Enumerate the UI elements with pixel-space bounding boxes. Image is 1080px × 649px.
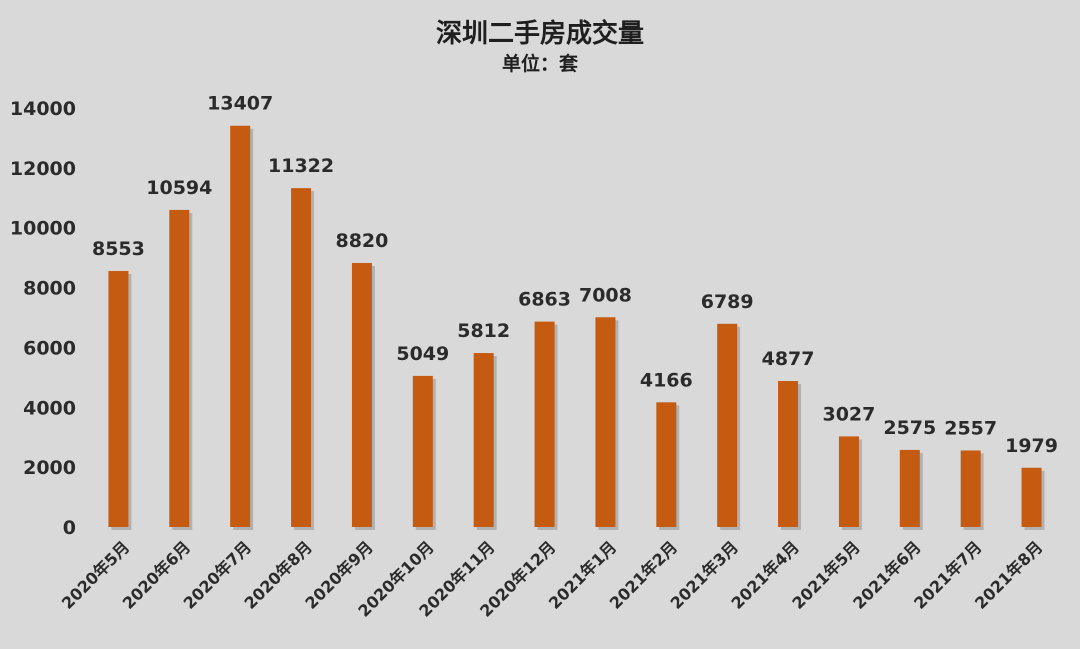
data-label: 6863	[518, 289, 571, 311]
y-axis: 0 2000 4000 6000 8000 10000 12000 14000	[10, 98, 76, 539]
data-label: 5812	[457, 320, 510, 342]
bar	[169, 209, 190, 528]
y-tick-label: 0	[63, 517, 76, 539]
data-label: 3027	[822, 403, 875, 425]
bar	[473, 353, 494, 527]
chart-title: 深圳二手房成交量	[436, 18, 644, 49]
y-tick-label: 4000	[23, 397, 76, 419]
bar	[838, 436, 859, 527]
data-label: 8553	[92, 238, 145, 260]
data-label: 4877	[762, 348, 815, 370]
data-label: 4166	[640, 369, 693, 391]
data-label: 11322	[268, 155, 334, 177]
chart-subtitle: 单位：套	[502, 52, 579, 75]
data-label: 8820	[335, 230, 388, 252]
y-tick-label: 6000	[23, 337, 76, 359]
y-tick-label: 10000	[10, 218, 76, 240]
bar	[717, 323, 738, 527]
y-tick-label: 8000	[23, 278, 76, 300]
data-label: 5049	[396, 343, 449, 365]
data-label: 13407	[207, 93, 273, 115]
data-label: 1979	[1005, 435, 1058, 457]
bar	[899, 449, 920, 527]
bar	[351, 263, 372, 527]
bar	[778, 381, 799, 527]
bar	[960, 450, 981, 527]
y-tick-label: 2000	[23, 457, 76, 479]
bar-series	[108, 125, 1045, 531]
bar	[412, 375, 433, 527]
bar	[108, 271, 129, 527]
bar	[1021, 467, 1042, 527]
bar	[534, 321, 555, 527]
data-labels: 8553 10594 13407 11322 8820 5049 5812 6863 7008 4…	[92, 93, 1058, 457]
data-label: 6789	[701, 291, 754, 313]
data-label: 10594	[146, 177, 212, 199]
data-label: 2557	[944, 417, 997, 439]
y-tick-label: 12000	[10, 158, 76, 180]
bar	[291, 188, 312, 527]
bar	[656, 402, 677, 527]
bar	[230, 125, 251, 527]
x-axis: 2020年5月2020年6月2020年7月2020年8月2020年9月2020年…	[58, 537, 1047, 620]
bar	[595, 317, 616, 527]
y-tick-label: 14000	[10, 98, 76, 120]
data-label: 7008	[579, 284, 632, 306]
data-label: 2575	[883, 417, 936, 439]
